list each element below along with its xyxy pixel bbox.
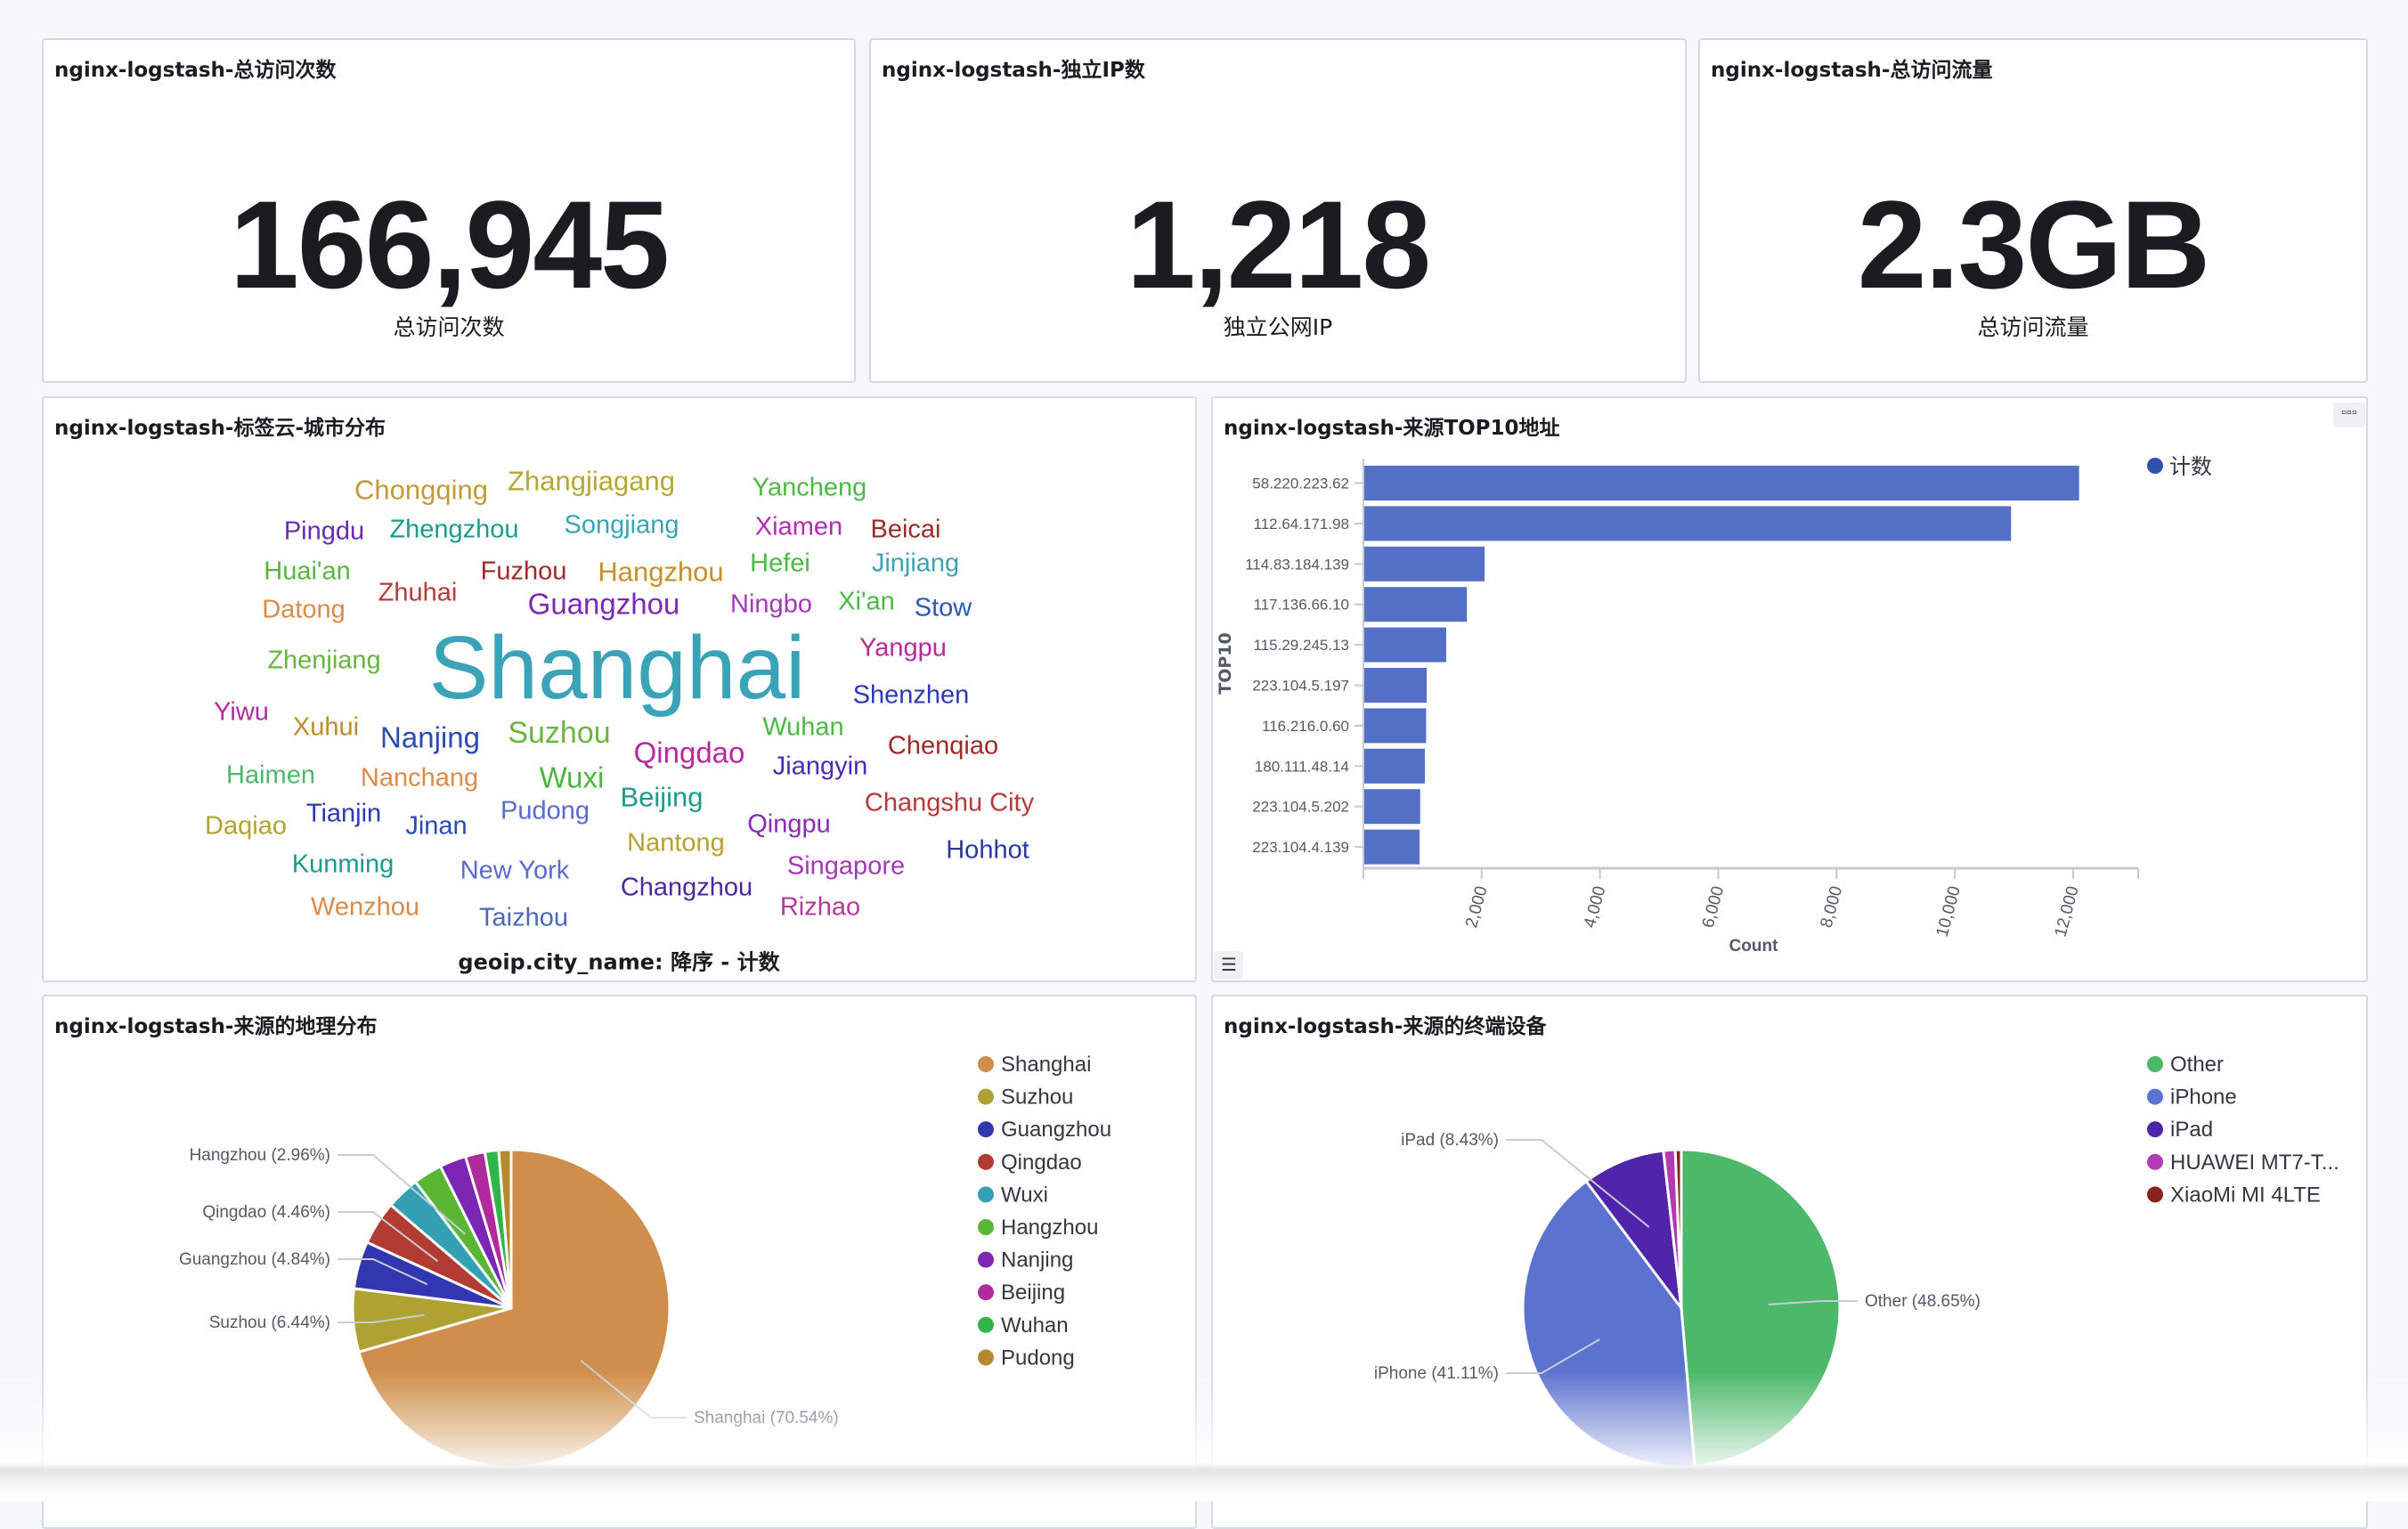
wordcloud-word[interactable]: Zhuhai <box>378 578 458 607</box>
wordcloud-word[interactable]: Kunming <box>291 850 395 879</box>
ellipsis-icon: ▫▫▫ <box>2341 405 2357 420</box>
wordcloud-caption: geoip.city_name: 降序 - 计数 <box>458 949 780 975</box>
wordcloud-word[interactable]: Xuhui <box>292 712 360 742</box>
wordcloud-word[interactable]: Hefei <box>750 549 810 578</box>
wordcloud-word[interactable]: Stow <box>914 593 972 622</box>
metric-value: 1,218 <box>1126 175 1431 314</box>
panel-title: nginx-logstash-总访问次数 <box>54 59 337 82</box>
wordcloud-word[interactable]: Nanjing <box>380 720 480 754</box>
wordcloud-word[interactable]: Beicai <box>870 515 941 544</box>
metric-panel-unique-ip: nginx-logstash-独立IP数 1,218 独立公网IP <box>869 38 1687 383</box>
wordcloud-word[interactable]: Tianjin <box>305 799 382 828</box>
wordcloud-word[interactable]: Beijing <box>620 781 704 813</box>
wordcloud-word[interactable]: Hangzhou <box>598 556 724 588</box>
toggle-legend-button[interactable]: ☰ <box>1215 951 1243 980</box>
wordcloud-word[interactable]: Zhengzhou <box>389 515 519 544</box>
wordcloud-word[interactable]: Jinjiang <box>871 549 960 578</box>
wordcloud-word[interactable]: Datong <box>262 595 346 624</box>
wordcloud-word[interactable]: Haimen <box>226 760 315 790</box>
device-pie-panel: nginx-logstash-来源的终端设备 <box>1211 995 2368 1529</box>
wordcloud-word[interactable]: Chongqing <box>354 474 488 506</box>
wordcloud-word[interactable]: Nanchang <box>360 763 479 793</box>
metric-label: 总访问次数 <box>393 314 505 340</box>
panel-title: nginx-logstash-来源TOP10地址 <box>1224 417 1560 440</box>
wordcloud-word[interactable]: Yiwu <box>214 697 269 727</box>
wordcloud-word[interactable]: Xiamen <box>754 512 843 541</box>
wordcloud-word[interactable]: Changzhou <box>620 873 753 902</box>
metric-panel-total-traffic: nginx-logstash-总访问流量 2.3GB 总访问流量 <box>1698 38 2368 383</box>
panel-options-button[interactable]: ▫▫▫ <box>2333 403 2365 427</box>
wordcloud-word[interactable]: Shenzhen <box>852 680 970 710</box>
wordcloud-word[interactable]: Huai'an <box>264 557 351 586</box>
wordcloud-word[interactable]: Suzhou <box>508 716 611 750</box>
wordcloud-word[interactable]: Songjiang <box>564 510 679 540</box>
panel-title: nginx-logstash-独立IP数 <box>882 59 1145 82</box>
metric-label: 总访问流量 <box>1977 314 2089 340</box>
wordcloud-word[interactable]: Guangzhou <box>527 587 680 621</box>
wordcloud-word[interactable]: Taizhou <box>479 903 568 932</box>
panel-title: nginx-logstash-来源的地理分布 <box>54 1015 378 1038</box>
metric-value: 2.3GB <box>1857 175 2211 314</box>
wordcloud-word[interactable]: Yancheng <box>752 473 867 502</box>
wordcloud-word[interactable]: Wuxi <box>539 760 605 794</box>
wordcloud-word[interactable]: Nantong <box>627 828 725 858</box>
metric-panel-total-visits: nginx-logstash-总访问次数 166,945 总访问次数 <box>42 38 856 383</box>
geo-pie-panel: nginx-logstash-来源的地理分布 <box>42 995 1197 1529</box>
wordcloud-word[interactable]: Fuzhou <box>480 557 567 586</box>
wordcloud-word[interactable]: Jiangyin <box>772 752 868 781</box>
wordcloud-word[interactable]: Jinan <box>405 811 468 841</box>
wordcloud-word[interactable]: Rizhao <box>779 892 861 922</box>
wordcloud-word[interactable]: New York <box>460 856 570 885</box>
wordcloud-word[interactable]: Xi'an <box>838 587 895 616</box>
top10-bar-panel: nginx-logstash-来源TOP10地址 <box>1211 396 2368 982</box>
panel-title: nginx-logstash-来源的终端设备 <box>1224 1015 1547 1038</box>
panel-title: nginx-logstash-总访问流量 <box>1711 59 1993 82</box>
wordcloud-panel: nginx-logstash-标签云-城市分布 <box>42 396 1197 982</box>
wordcloud-word[interactable]: Qingpu <box>747 809 831 839</box>
wordcloud-word[interactable]: Yangpu <box>859 633 947 663</box>
metric-label: 独立公网IP <box>1223 314 1333 340</box>
wordcloud-word[interactable]: Pudong <box>500 796 590 825</box>
wordcloud-word[interactable]: Wenzhou <box>311 892 419 922</box>
wordcloud-word[interactable]: Ningbo <box>730 590 812 619</box>
wordcloud-word[interactable]: Changshu City <box>864 788 1035 817</box>
wordcloud-word[interactable]: Zhenjiang <box>267 646 381 675</box>
wordcloud-word[interactable]: Chenqiao <box>887 731 999 760</box>
wordcloud-word[interactable]: Singapore <box>786 851 906 881</box>
wordcloud-word[interactable]: Zhangjiagang <box>508 465 675 497</box>
list-icon: ☰ <box>1221 956 1237 975</box>
wordcloud-word[interactable]: Wuhan <box>762 712 844 742</box>
wordcloud-word[interactable]: Pingdu <box>283 516 365 546</box>
metric-value: 166,945 <box>229 175 670 314</box>
wordcloud-word[interactable]: Qingdao <box>633 736 745 769</box>
wordcloud-word[interactable]: Daqiao <box>205 811 287 841</box>
wordcloud-word[interactable]: Hohhot <box>946 835 1029 865</box>
wordcloud-word[interactable]: Shanghai <box>428 618 806 718</box>
panel-title: nginx-logstash-标签云-城市分布 <box>54 417 386 440</box>
